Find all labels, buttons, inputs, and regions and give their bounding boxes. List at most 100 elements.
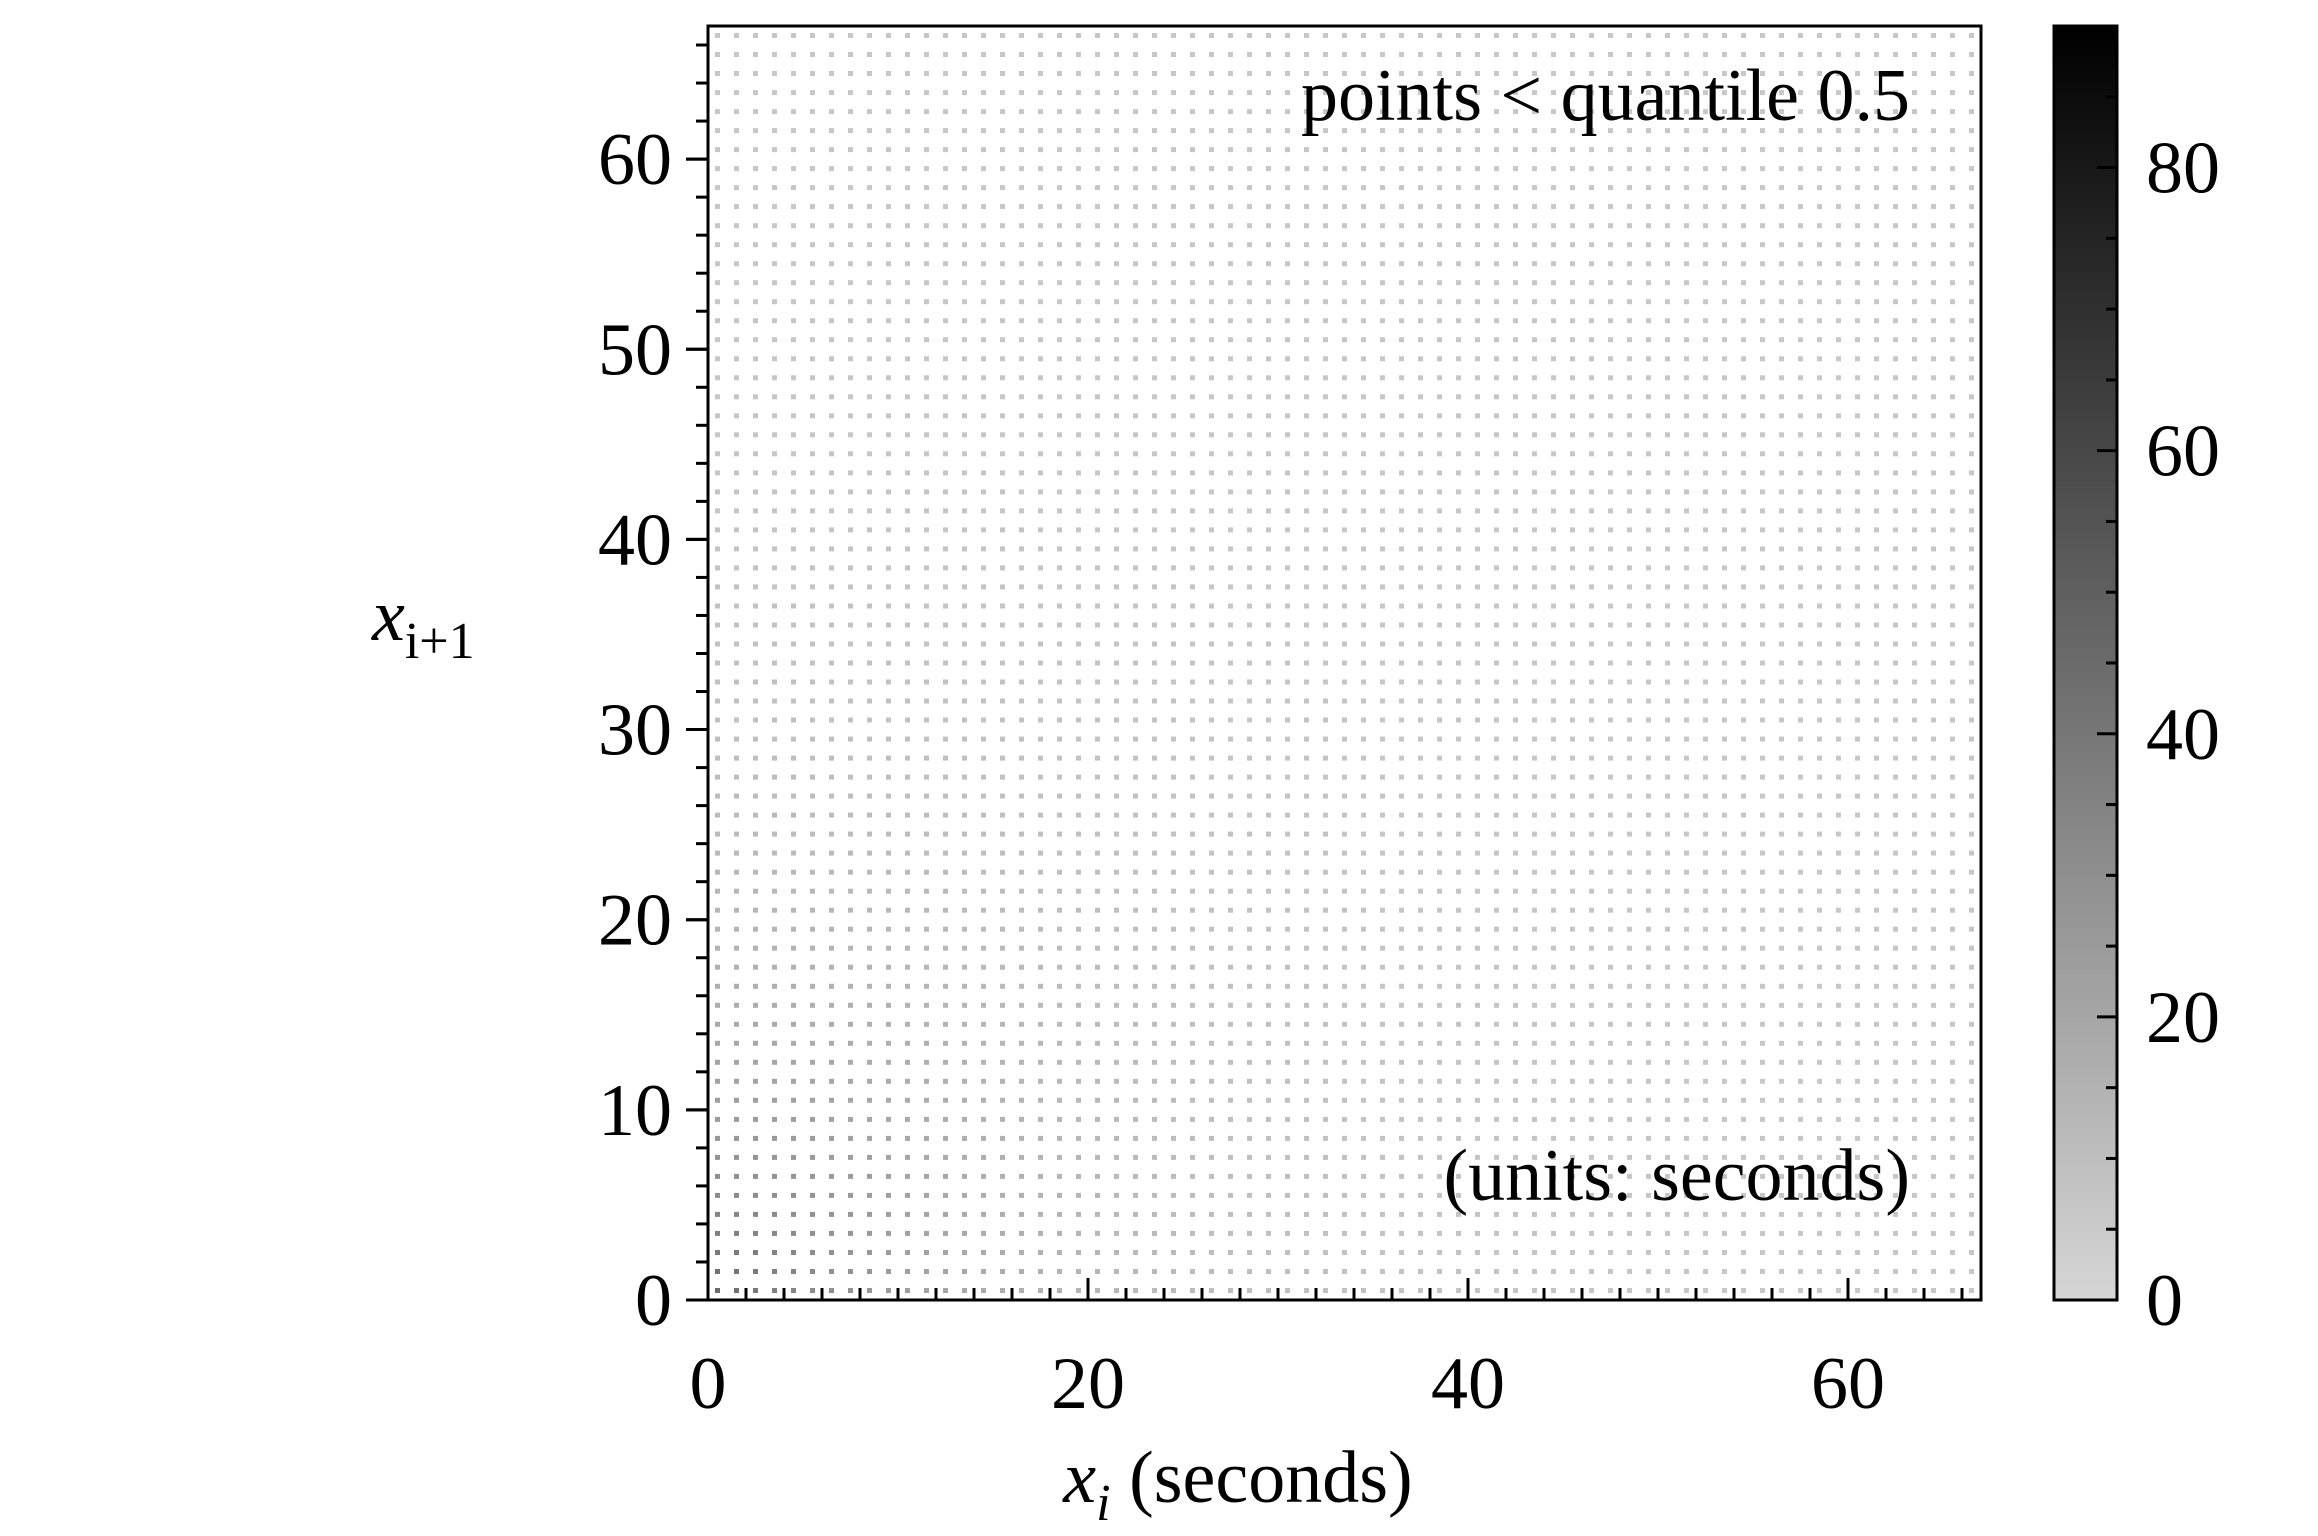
heatmap-cell bbox=[1342, 1078, 1347, 1084]
heatmap-cell bbox=[1684, 1040, 1689, 1046]
heatmap-cell bbox=[1779, 204, 1784, 210]
heatmap-cell bbox=[924, 318, 929, 324]
heatmap-cell bbox=[1190, 812, 1195, 818]
heatmap-cell bbox=[981, 71, 986, 76]
heatmap-cell bbox=[1722, 641, 1727, 647]
heatmap-cell bbox=[1646, 1021, 1651, 1027]
heatmap-cell bbox=[1361, 1135, 1366, 1141]
heatmap-cell bbox=[1342, 280, 1347, 286]
heatmap-cell bbox=[1171, 869, 1176, 875]
heatmap-cell bbox=[1247, 52, 1252, 57]
heatmap-cell bbox=[1646, 603, 1651, 609]
heatmap-cell bbox=[1627, 1192, 1632, 1198]
heatmap-cell bbox=[1285, 584, 1290, 590]
heatmap-cell bbox=[1038, 71, 1043, 76]
heatmap-cell bbox=[1038, 280, 1043, 286]
heatmap-cell bbox=[1722, 71, 1727, 76]
heatmap-cell bbox=[1513, 1250, 1518, 1255]
heatmap-cell bbox=[1817, 1078, 1822, 1084]
heatmap-cell bbox=[1361, 508, 1366, 514]
heatmap-cell bbox=[753, 1078, 758, 1084]
heatmap-cell bbox=[1665, 508, 1670, 514]
heatmap-cell bbox=[1722, 679, 1727, 685]
heatmap-cell bbox=[886, 337, 891, 343]
heatmap-cell bbox=[1969, 489, 1974, 495]
heatmap-cell bbox=[791, 945, 796, 951]
heatmap-cell bbox=[1323, 432, 1328, 438]
heatmap-cell bbox=[1228, 1002, 1233, 1008]
heatmap-cell bbox=[1969, 1288, 1974, 1293]
heatmap-cell bbox=[1627, 641, 1632, 647]
heatmap-cell bbox=[1171, 736, 1176, 742]
heatmap-cell bbox=[1380, 375, 1385, 381]
heatmap-cell bbox=[1095, 109, 1100, 115]
heatmap-cell bbox=[1931, 1002, 1936, 1008]
heatmap-cell bbox=[772, 1269, 777, 1274]
heatmap-cell bbox=[1703, 147, 1708, 153]
heatmap-cell bbox=[1912, 641, 1917, 647]
heatmap-cell bbox=[1190, 850, 1195, 856]
heatmap-cell bbox=[1285, 1230, 1290, 1236]
heatmap-cell bbox=[1684, 223, 1689, 229]
heatmap-cell bbox=[1950, 204, 1955, 210]
heatmap-cell bbox=[1722, 90, 1727, 96]
heatmap-cell bbox=[829, 926, 834, 932]
heatmap-cell bbox=[772, 147, 777, 153]
heatmap-cell bbox=[1000, 603, 1005, 609]
heatmap-cell bbox=[1969, 603, 1974, 609]
heatmap-cell bbox=[867, 204, 872, 210]
heatmap-cell bbox=[1000, 1269, 1005, 1274]
heatmap-cell bbox=[1722, 1269, 1727, 1274]
heatmap-cell bbox=[1969, 1135, 1974, 1141]
heatmap-cell bbox=[1741, 755, 1746, 761]
heatmap-cell bbox=[1779, 185, 1784, 191]
heatmap-cell bbox=[1779, 52, 1784, 57]
heatmap-cell bbox=[1285, 280, 1290, 286]
heatmap-cell bbox=[867, 1059, 872, 1065]
heatmap-cell bbox=[962, 242, 967, 248]
heatmap-cell bbox=[1798, 33, 1803, 38]
heatmap-cell bbox=[1475, 1269, 1480, 1274]
heatmap-cell bbox=[848, 204, 853, 210]
heatmap-cell bbox=[886, 356, 891, 362]
heatmap-cell bbox=[715, 242, 720, 248]
heatmap-cell bbox=[848, 90, 853, 96]
heatmap-cell bbox=[886, 1154, 891, 1160]
heatmap-cell bbox=[1266, 964, 1271, 970]
heatmap-cell bbox=[1798, 565, 1803, 571]
heatmap-cell bbox=[1817, 242, 1822, 248]
heatmap-cell bbox=[1437, 546, 1442, 552]
heatmap-cell bbox=[1494, 945, 1499, 951]
heatmap-cell bbox=[1760, 660, 1765, 666]
heatmap-cell bbox=[810, 622, 815, 628]
heatmap-cell bbox=[715, 1040, 720, 1046]
heatmap-cell bbox=[1608, 679, 1613, 685]
heatmap-cell bbox=[810, 204, 815, 210]
heatmap-cell bbox=[1361, 470, 1366, 476]
heatmap-cell bbox=[1969, 679, 1974, 685]
heatmap-cell bbox=[1456, 1192, 1461, 1198]
heatmap-cell bbox=[1760, 527, 1765, 533]
heatmap-cell bbox=[1893, 565, 1898, 571]
heatmap-cell bbox=[1475, 109, 1480, 115]
heatmap-cell bbox=[1076, 850, 1081, 856]
heatmap-cell bbox=[1950, 185, 1955, 191]
heatmap-cell bbox=[1741, 622, 1746, 628]
heatmap-cell bbox=[867, 1173, 872, 1179]
heatmap-cell bbox=[829, 394, 834, 400]
heatmap-cell bbox=[1209, 793, 1214, 799]
heatmap-cell bbox=[753, 1173, 758, 1179]
heatmap-cell bbox=[734, 945, 739, 951]
heatmap-cell bbox=[1380, 90, 1385, 96]
heatmap-cell bbox=[924, 736, 929, 742]
heatmap-cell bbox=[1741, 261, 1746, 267]
heatmap-cell bbox=[1285, 337, 1290, 343]
heatmap-cell bbox=[1817, 869, 1822, 875]
heatmap-cell bbox=[810, 166, 815, 172]
heatmap-cell bbox=[1627, 470, 1632, 476]
heatmap-cell bbox=[1494, 128, 1499, 134]
heatmap-cell bbox=[1228, 926, 1233, 932]
heatmap-cell bbox=[1855, 451, 1860, 457]
heatmap-cell bbox=[1133, 1002, 1138, 1008]
heatmap-cell bbox=[715, 546, 720, 552]
